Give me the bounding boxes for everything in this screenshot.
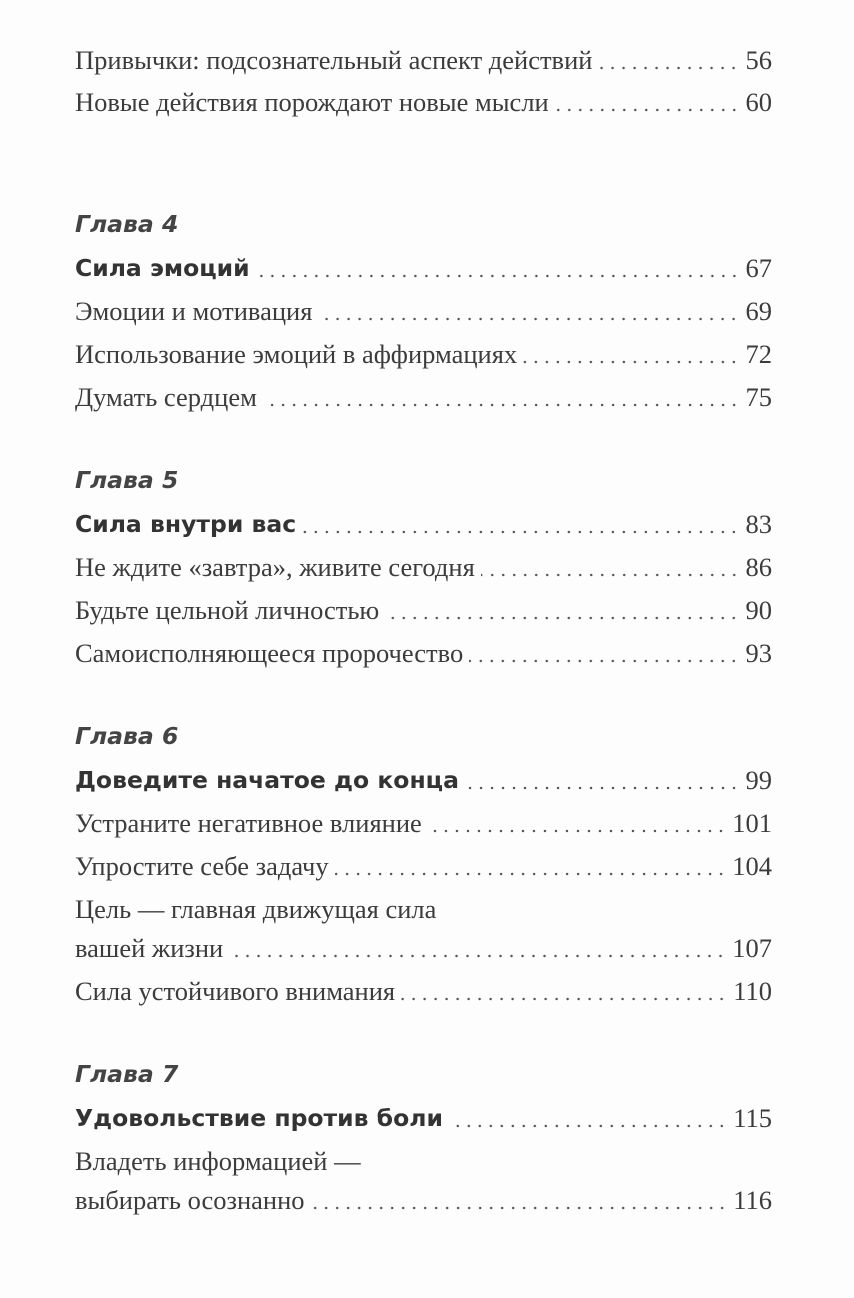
dot-leader xyxy=(262,403,740,407)
page-number: 72 xyxy=(745,339,773,369)
page-number: 101 xyxy=(732,808,772,838)
dot-leader xyxy=(310,1206,728,1210)
toc-entry: Самоисполняющееся пророчество 93 xyxy=(75,633,772,673)
page-number: 116 xyxy=(733,1185,772,1215)
dot-leader xyxy=(554,108,740,112)
entry-title: Удовольствие против боли xyxy=(75,1104,443,1132)
toc-entry: Сила устойчивого внимания 110 xyxy=(75,971,772,1011)
chapter-heading: Сила внутри вас 83 xyxy=(75,504,772,544)
toc-entry: Будьте цельной личностью 90 xyxy=(75,590,772,630)
toc-entry: выбирать осознанно 116 xyxy=(75,1180,772,1220)
entry-title: Думать сердцем xyxy=(75,382,257,412)
entry-title: Сила устойчивого внимания xyxy=(75,976,396,1006)
entry-title: Не ждите «завтра», живите сегодня xyxy=(75,552,475,582)
entry-title: Эмоции и мотивация xyxy=(75,296,313,326)
chapter-heading: Удовольствие против боли 115 xyxy=(75,1098,772,1138)
page-number: 110 xyxy=(733,976,772,1006)
entry-title: Упростите себе задачу xyxy=(75,851,329,881)
dot-leader xyxy=(318,317,740,321)
chapter-label-text: Глава 5 xyxy=(75,466,179,494)
toc-entry: Эмоции и мотивация 69 xyxy=(75,291,772,331)
dot-leader xyxy=(469,659,740,663)
page-number: 60 xyxy=(745,87,773,117)
dot-leader xyxy=(464,786,740,790)
entry-title: Использование эмоций в аффирмациях xyxy=(75,339,518,369)
toc-entry: Устраните негативное влияние 101 xyxy=(75,803,772,843)
dot-leader xyxy=(523,360,740,364)
entry-title: Будьте цельной личностью xyxy=(75,595,380,625)
toc-entry: Упростите себе задачу 104 xyxy=(75,846,772,886)
page-number: 90 xyxy=(745,595,773,625)
page-number: 69 xyxy=(745,296,773,326)
entry-title: Привычки: подсознательный аспект действи… xyxy=(75,45,593,75)
toc-entry: Новые действия порождают новые мысли 60 xyxy=(75,82,772,122)
dot-leader xyxy=(448,1124,728,1128)
entry-title: Сила внутри вас xyxy=(75,510,297,538)
toc-entry-line1: Цель — главная движущая сила xyxy=(75,889,772,929)
entry-title-line1: Цель — главная движущая сила xyxy=(75,894,437,924)
dot-leader xyxy=(598,66,740,70)
toc-entry: Привычки: подсознательный аспект действи… xyxy=(75,40,772,80)
page-number: 75 xyxy=(745,382,773,412)
page-number: 67 xyxy=(745,253,773,283)
page-number: 107 xyxy=(732,933,772,963)
chapter-label-text: Глава 7 xyxy=(75,1060,179,1088)
entry-title-line1: Владеть информацией — xyxy=(75,1146,361,1176)
dot-leader xyxy=(255,274,740,278)
toc-entry: Использование эмоций в аффирмациях 72 xyxy=(75,334,772,374)
dot-leader xyxy=(385,616,740,620)
dot-leader xyxy=(302,530,740,534)
entry-title: Доведите начатое до конца xyxy=(75,766,459,794)
entry-title: вашей жизни xyxy=(75,933,224,963)
dot-leader xyxy=(229,954,727,958)
entry-title: Новые действия порождают новые мысли xyxy=(75,87,549,117)
page-number: 104 xyxy=(732,851,772,881)
chapter-label: Глава 7 xyxy=(75,1054,772,1094)
chapter-label: Глава 4 xyxy=(75,204,772,244)
page-number: 86 xyxy=(745,552,773,582)
chapter-heading: Сила эмоций 67 xyxy=(75,248,772,288)
page-number: 99 xyxy=(745,765,773,795)
entry-title: Самоисполняющееся пророчество xyxy=(75,638,464,668)
toc-entry: вашей жизни 107 xyxy=(75,928,772,968)
dot-leader xyxy=(401,997,728,1001)
entry-title: выбирать осознанно xyxy=(75,1185,305,1215)
chapter-label-text: Глава 4 xyxy=(75,210,179,238)
chapter-label: Глава 5 xyxy=(75,460,772,500)
chapter-heading: Доведите начатое до конца 99 xyxy=(75,760,772,800)
page-number: 115 xyxy=(733,1103,772,1133)
dot-leader xyxy=(334,872,727,876)
toc-entry: Думать сердцем 75 xyxy=(75,377,772,417)
dot-leader xyxy=(480,573,740,577)
page-number: 83 xyxy=(745,509,773,539)
entry-title: Устраните негативное влияние xyxy=(75,808,422,838)
page-number: 56 xyxy=(745,45,773,75)
chapter-label: Глава 6 xyxy=(75,716,772,756)
chapter-label-text: Глава 6 xyxy=(75,722,179,750)
toc-entry-line1: Владеть информацией — xyxy=(75,1141,772,1181)
toc-entry: Не ждите «завтра», живите сегодня 86 xyxy=(75,547,772,587)
page-number: 93 xyxy=(745,638,773,668)
dot-leader xyxy=(427,829,727,833)
entry-title: Сила эмоций xyxy=(75,254,250,282)
